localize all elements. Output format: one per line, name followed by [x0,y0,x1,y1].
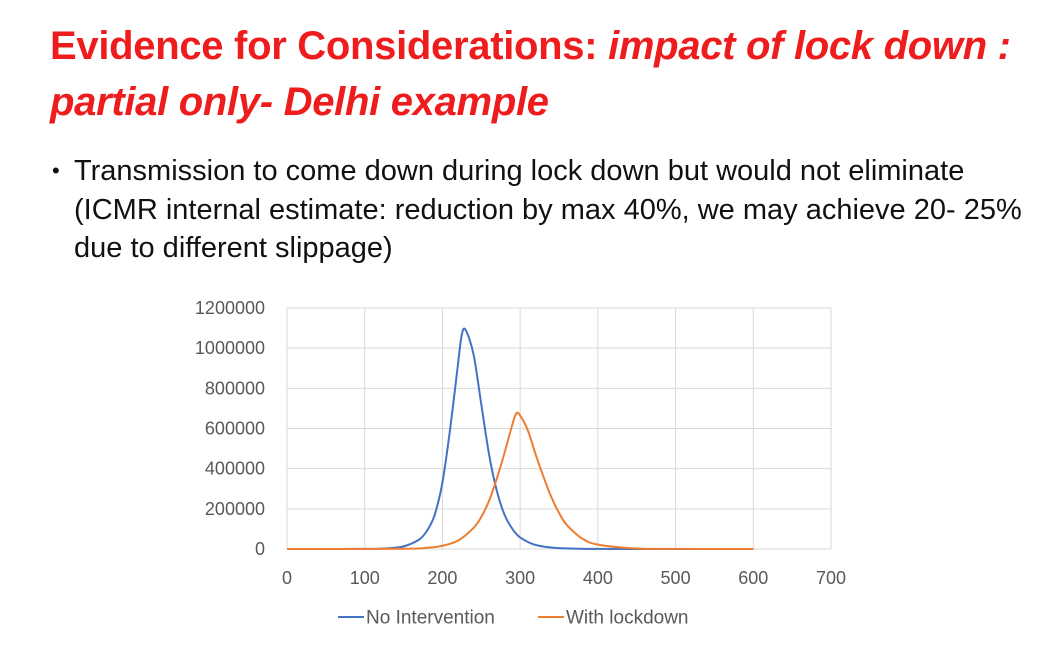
y-tick-label: 600000 [205,419,265,439]
x-tick-label: 0 [282,568,292,588]
x-tick-label: 500 [661,568,691,588]
y-tick-label: 0 [255,539,265,559]
epidemic-curve-chart: 020000040000060000080000010000001200000 … [195,298,846,629]
x-tick-label: 600 [738,568,768,588]
y-tick-label: 400000 [205,459,265,479]
slide-title-italic: impact of lock down : partial only- Delh… [50,24,1011,124]
y-tick-label: 200000 [205,499,265,519]
legend-label: No Intervention [366,608,495,629]
chart-series [286,327,754,550]
x-tick-label: 100 [350,568,380,588]
x-tick-label: 400 [583,568,613,588]
x-tick-label: 200 [427,568,457,588]
x-tick-label: 700 [816,568,846,588]
bullet-text: Transmission to come down during lock do… [74,155,1022,264]
slide-title-main: Evidence for Considerations: [50,24,609,68]
legend-label: With lockdown [566,608,689,629]
y-tick-label: 1200000 [195,298,265,318]
bullet-icon: • [52,158,60,183]
chart-legend: No Intervention With lockdown [338,608,689,629]
chart-grid [286,307,832,550]
bullet-point: • Transmission to come down during lock … [52,152,1042,268]
x-axis-ticks: 0 100 200 300 400 500 600 700 [282,568,846,588]
slide-title: Evidence for Considerations: impact of l… [50,18,1040,130]
x-tick-label: 300 [505,568,535,588]
series-line-no-intervention [286,327,754,550]
y-axis-ticks: 0 200000 400000 600000 800000 1000000 1200000 [195,298,265,559]
y-tick-label: 1000000 [195,338,265,358]
y-tick-label: 800000 [205,378,265,398]
series-line-with-lockdown [286,411,754,550]
